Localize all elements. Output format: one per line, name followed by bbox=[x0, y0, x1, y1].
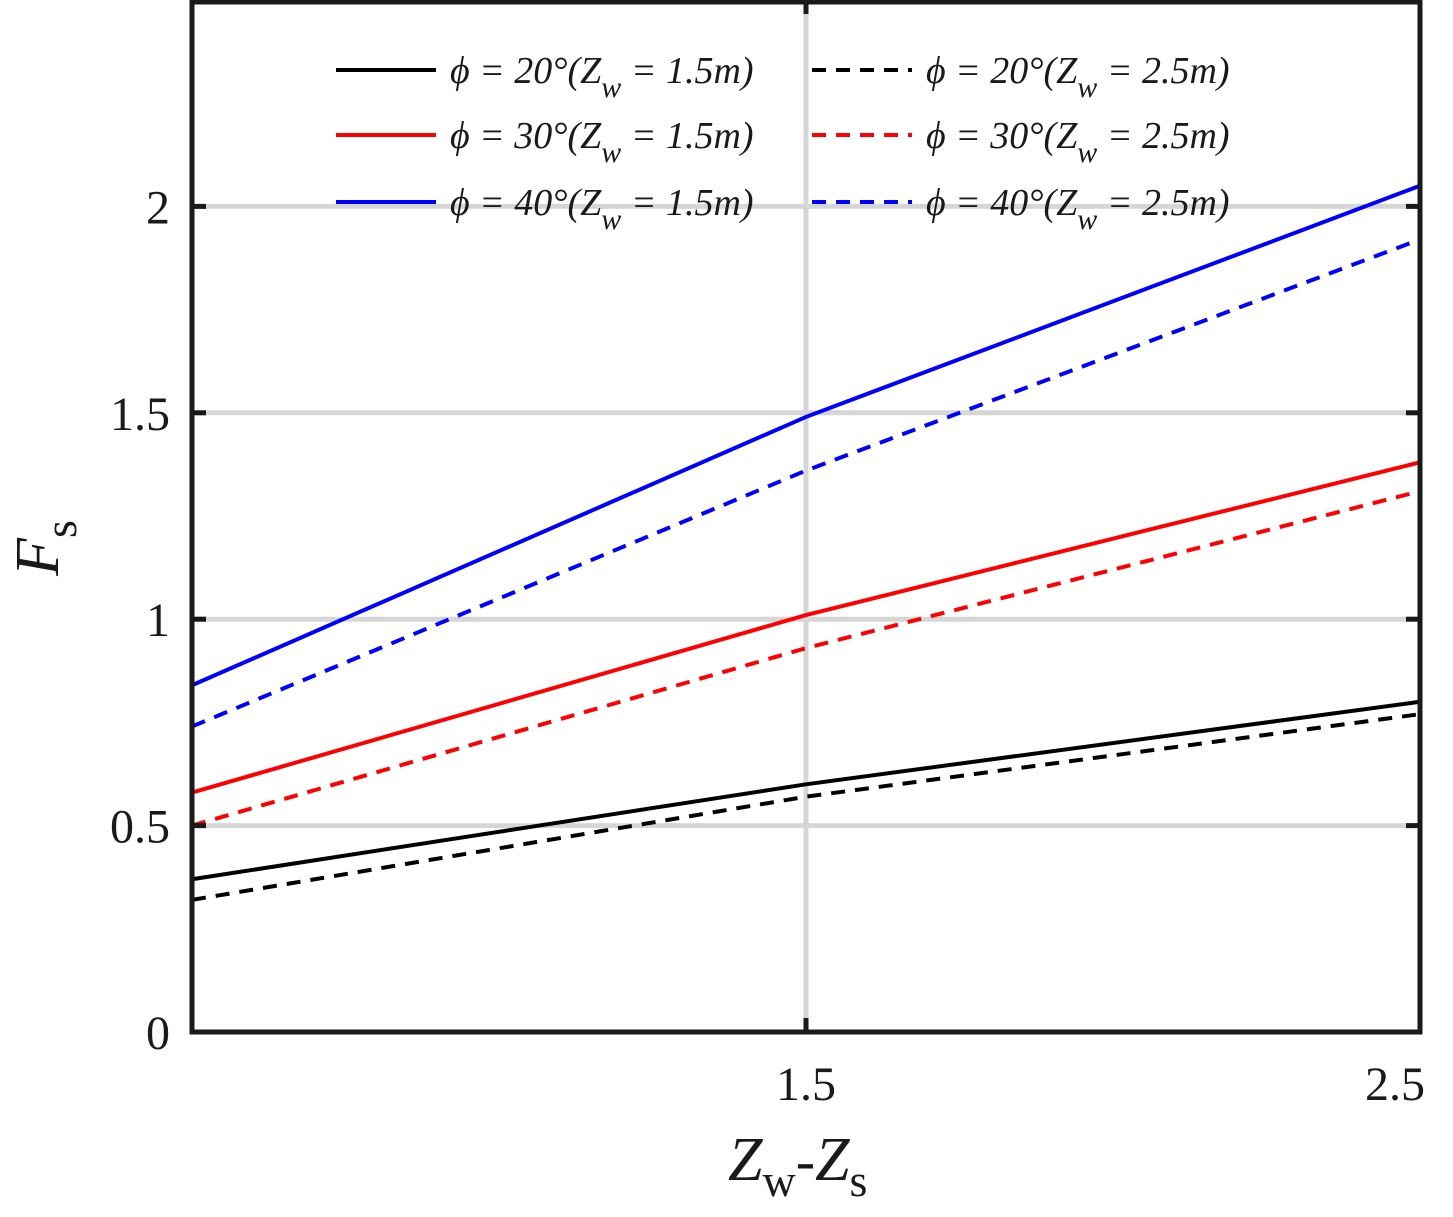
legend-label: ϕ = 40°(Zw = 2.5m) bbox=[926, 182, 1230, 236]
x-axis-title-dash: - bbox=[796, 1128, 815, 1193]
y-tick-label: 0 bbox=[146, 1007, 170, 1060]
y-tick-label: 2 bbox=[146, 181, 170, 234]
y-tick-label: 0.5 bbox=[110, 801, 170, 854]
series-line-phi-20-zw-2.5m bbox=[191, 712, 1421, 902]
y-tick-label: 1.5 bbox=[110, 388, 170, 441]
x-tick-label: 2.5 bbox=[1365, 1058, 1425, 1111]
series-line-phi-30-zw-1.5m bbox=[191, 460, 1421, 795]
legend-label: ϕ = 30°(Zw = 1.5m) bbox=[450, 115, 754, 169]
axis-ticks: 0 0.5 1 1.5 2 1.5 2.5 bbox=[110, 0, 1425, 1111]
x-axis-title-main-2: Z bbox=[815, 1126, 850, 1194]
legend-label: ϕ = 20°(Zw = 1.5m) bbox=[450, 50, 754, 104]
legend-label: ϕ = 40°(Zw = 1.5m) bbox=[450, 182, 754, 236]
legend-label: ϕ = 30°(Zw = 2.5m) bbox=[926, 115, 1230, 169]
grid-lines bbox=[192, 0, 1423, 1035]
y-tick-label: 1 bbox=[146, 594, 170, 647]
y-axis-title-main: F bbox=[4, 537, 72, 577]
series-line-phi-30-zw-2.5m bbox=[191, 489, 1421, 828]
series-line-phi-20-zw-1.5m bbox=[191, 699, 1421, 882]
legend: ϕ = 20°(Zw = 1.5m) ϕ = 20°(Zw = 2.5m) ϕ = … bbox=[336, 50, 1230, 236]
series-line-phi-40-zw-1.5m bbox=[191, 183, 1421, 688]
x-tick-label: 1.5 bbox=[776, 1058, 836, 1111]
x-axis-title: Zw-Zs bbox=[728, 1126, 867, 1206]
legend-label: ϕ = 20°(Zw = 2.5m) bbox=[926, 50, 1230, 104]
y-axis-title-subscript: s bbox=[35, 520, 86, 538]
data-series bbox=[191, 183, 1421, 902]
x-axis-title-subscript-1: w bbox=[762, 1155, 796, 1206]
y-axis-title: Fs bbox=[4, 520, 86, 577]
series-line-phi-40-zw-2.5m bbox=[191, 237, 1421, 729]
x-axis-title-main: Z bbox=[728, 1126, 763, 1194]
x-axis-title-subscript-2: s bbox=[850, 1155, 868, 1206]
